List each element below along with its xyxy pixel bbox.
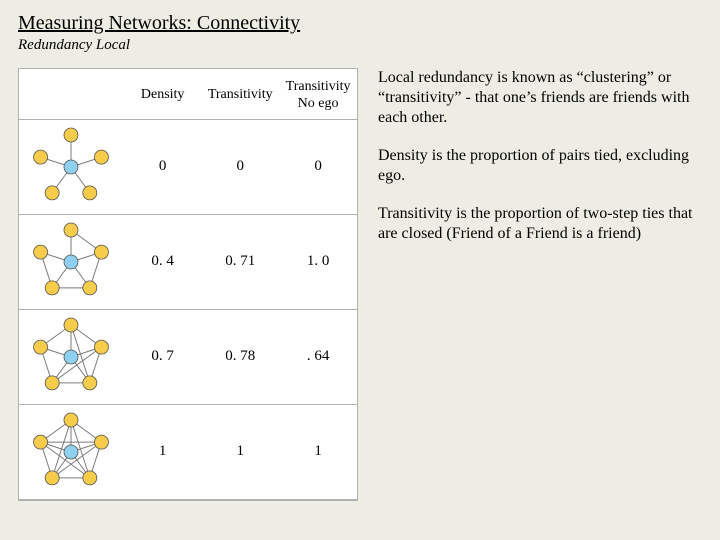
ego-node	[64, 160, 78, 174]
alter-node	[83, 470, 97, 484]
alter-node	[46, 185, 60, 199]
network-graph	[21, 123, 121, 211]
transitivity-cell: 0. 78	[201, 309, 279, 404]
description-paragraph: Transitivity is the proportion of two-st…	[378, 204, 698, 244]
alter-node	[64, 413, 78, 427]
density-cell: 0. 4	[124, 214, 201, 309]
col-density: Density	[124, 69, 201, 119]
table-row: 000	[19, 119, 357, 214]
description-column: Local redundancy is known as “clustering…	[378, 68, 698, 501]
alter-node	[83, 280, 97, 294]
table-row: 0. 70. 78. 64	[19, 309, 357, 404]
alter-node	[34, 150, 48, 164]
graph-cell	[19, 119, 124, 214]
alter-node	[64, 223, 78, 237]
density-cell: 0. 7	[124, 309, 201, 404]
network-graph	[21, 313, 121, 401]
graph-cell	[19, 404, 124, 499]
network-graph	[21, 218, 121, 306]
graph-cell	[19, 309, 124, 404]
alter-node	[95, 340, 109, 354]
col-transitivity: Transitivity	[201, 69, 279, 119]
alter-node	[83, 375, 97, 389]
trans-noego-cell: 1. 0	[279, 214, 357, 309]
alter-node	[34, 435, 48, 449]
alter-node	[34, 340, 48, 354]
trans-noego-cell: . 64	[279, 309, 357, 404]
alter-node	[95, 245, 109, 259]
transitivity-cell: 0. 71	[201, 214, 279, 309]
ego-node	[64, 350, 78, 364]
metrics-table-wrap: Density Transitivity TransitivityNo ego …	[18, 68, 358, 501]
table-row: 111	[19, 404, 357, 499]
alter-node	[64, 128, 78, 142]
transitivity-cell: 0	[201, 119, 279, 214]
trans-noego-cell: 0	[279, 119, 357, 214]
density-cell: 1	[124, 404, 201, 499]
alter-node	[95, 435, 109, 449]
ego-node	[64, 255, 78, 269]
page-title: Measuring Networks: Connectivity	[18, 12, 702, 35]
description-paragraph: Local redundancy is known as “clustering…	[378, 68, 698, 128]
alter-node	[46, 280, 60, 294]
ego-node	[64, 445, 78, 459]
graph-cell	[19, 214, 124, 309]
col-graph	[19, 69, 124, 119]
page-subtitle: Redundancy Local	[18, 37, 702, 54]
alter-node	[46, 375, 60, 389]
transitivity-cell: 1	[201, 404, 279, 499]
density-cell: 0	[124, 119, 201, 214]
col-trans-noego: TransitivityNo ego	[279, 69, 357, 119]
content-row: Density Transitivity TransitivityNo ego …	[18, 68, 702, 501]
alter-node	[64, 318, 78, 332]
trans-noego-cell: 1	[279, 404, 357, 499]
table-row: 0. 40. 711. 0	[19, 214, 357, 309]
metrics-table: Density Transitivity TransitivityNo ego …	[19, 69, 357, 500]
table-body: 0000. 40. 711. 00. 70. 78. 64111	[19, 119, 357, 499]
alter-node	[95, 150, 109, 164]
alter-node	[46, 470, 60, 484]
alter-node	[34, 245, 48, 259]
network-graph	[21, 408, 121, 496]
alter-node	[83, 185, 97, 199]
description-paragraph: Density is the proportion of pairs tied,…	[378, 146, 698, 186]
